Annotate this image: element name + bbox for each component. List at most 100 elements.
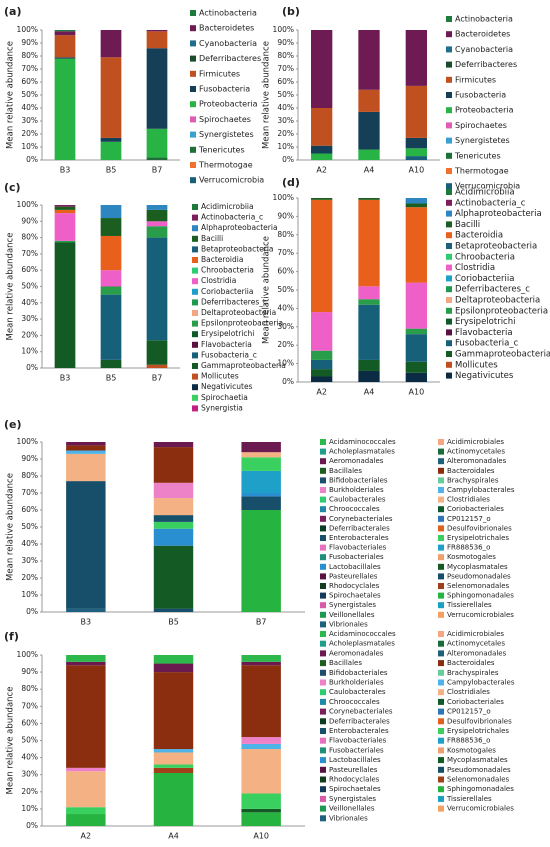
bar-segment [241, 812, 281, 826]
bar-segment [405, 372, 427, 382]
legend-swatch [446, 297, 452, 303]
y-tick-label: 80% [277, 230, 294, 239]
legend-label: Mollicutes [455, 360, 498, 370]
legend-swatch [446, 107, 452, 114]
bar-segment [405, 198, 427, 204]
y-tick-label: 100% [273, 25, 294, 34]
y-tick-label: 90% [277, 211, 294, 220]
legend-swatch [446, 221, 452, 228]
legend-swatch [446, 307, 452, 314]
legend-swatch [438, 766, 444, 773]
legend-swatch [192, 320, 198, 327]
y-axis-title: Mean relative abundance [6, 233, 16, 341]
legend-label: Burkholderiales [329, 679, 384, 687]
legend-label: Synergistetes [455, 136, 510, 145]
legend-swatch [438, 669, 444, 676]
legend-label: Synergistia [201, 403, 243, 412]
legend-swatch [192, 278, 198, 285]
legend-swatch [192, 384, 198, 391]
legend-swatch [446, 16, 452, 22]
x-tick-label: B7 [256, 618, 267, 627]
y-axis-title: Mean relative abundance [6, 473, 16, 581]
legend-label: Actinobacteria [455, 15, 513, 24]
y-tick-label: 20% [277, 129, 294, 138]
legend-label: Rhodocyclales [329, 582, 380, 590]
x-tick-label: A10 [409, 388, 425, 397]
legend-label: Tissierellales [446, 795, 492, 803]
legend-label: Acidimicrobiales [447, 630, 504, 638]
legend-label: Sphingomonadales [447, 785, 514, 793]
x-tick-label: B3 [60, 166, 71, 175]
legend-label: Alphaproteobacteria [201, 223, 278, 232]
legend-swatch [438, 805, 444, 812]
y-tick-label: 70% [21, 249, 38, 258]
y-tick-label: 10% [21, 347, 38, 356]
bar-segment [153, 655, 194, 664]
legend-swatch [446, 340, 452, 347]
y-tick-label: 0% [282, 155, 294, 164]
legend-label: Veillonellales [329, 805, 375, 813]
bar-segment [146, 209, 168, 222]
legend-label: Fusobacteriales [329, 746, 384, 754]
legend-label: Bacteroidetes [455, 30, 510, 39]
bar-segment [153, 545, 194, 609]
legend-swatch [438, 525, 444, 532]
bar-segment [153, 447, 194, 483]
legend-swatch [320, 621, 326, 628]
legend-label: Flavobacteria [201, 340, 252, 349]
legend-swatch [320, 487, 326, 493]
bar-segment [358, 89, 380, 112]
legend-label: Fusobacteria_c [201, 350, 257, 359]
bar-segment [66, 814, 106, 826]
legend-swatch [438, 737, 444, 744]
y-tick-label: 40% [21, 298, 38, 307]
legend-swatch [446, 168, 452, 174]
legend-label: Verrucomicrobia [199, 176, 264, 185]
bar-segment [146, 128, 168, 158]
legend-label: Actinobacteria_c [455, 198, 526, 208]
legend-swatch [438, 660, 444, 667]
legend-swatch [192, 341, 198, 348]
y-tick-label: 20% [21, 129, 38, 138]
x-tick-label: A4 [364, 166, 375, 175]
bar-segment [311, 199, 333, 313]
y-tick-label: 50% [21, 522, 38, 531]
bar-segment [54, 242, 76, 368]
legend-swatch [446, 61, 452, 68]
legend-label: Cyanobacteria [199, 39, 257, 48]
legend-label: Enterobacterales [329, 534, 389, 542]
legend-swatch [320, 718, 326, 725]
panel-label: (d) [282, 176, 300, 189]
bar-segment [100, 137, 122, 142]
legend-label: Desulfovibrionales [447, 717, 512, 725]
y-tick-label: 30% [277, 322, 294, 331]
legend-swatch [320, 698, 326, 705]
legend-label: Clostridia [201, 276, 236, 285]
legend-label: Erysipelotrichi [201, 329, 254, 338]
y-tick-label: 40% [277, 103, 294, 112]
legend-label: Chroococcales [329, 698, 380, 706]
y-tick-label: 50% [277, 90, 294, 99]
legend-swatch [438, 496, 444, 503]
legend-swatch [320, 535, 326, 541]
legend-label: Actinomycetales [447, 640, 505, 648]
legend-label: Coriobacteriia [201, 287, 253, 296]
legend-label: Verrucomicrobia [455, 182, 520, 191]
legend-swatch [320, 554, 326, 561]
bar-segment [241, 493, 281, 497]
legend-label: Tenericutes [198, 145, 245, 154]
legend-swatch [446, 92, 452, 98]
y-tick-label: 60% [277, 77, 294, 86]
bar-segment [100, 205, 122, 219]
legend-label: Bacilli [455, 220, 480, 230]
y-tick-label: 90% [21, 38, 38, 47]
legend-swatch [190, 55, 196, 62]
legend-label: Burkholderiales [329, 486, 384, 494]
bar-segment [358, 370, 380, 382]
y-tick-label: 0% [26, 363, 38, 372]
bar-segment [54, 35, 76, 58]
legend-label: Erysipelotrichales [447, 534, 509, 542]
y-tick-label: 30% [21, 314, 38, 323]
legend-label: Aeromonadales [329, 457, 384, 465]
panel-label: (b) [282, 5, 300, 18]
